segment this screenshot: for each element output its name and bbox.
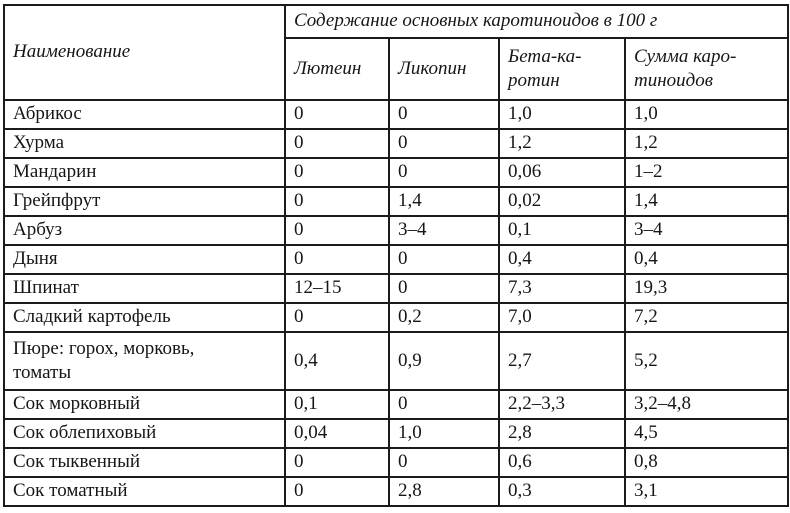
row-name: Грейпфрут [3,186,286,217]
table-row: Пюре: горох, морковь, томаты 0,4 0,9 2,7… [3,331,789,391]
column-header-lycopene: Ликопин [388,37,500,101]
cell-lycopene: 3–4 [388,215,500,246]
cell-lutein: 0 [284,128,390,159]
table-row: Сок томатный 0 2,8 0,3 3,1 [3,476,789,507]
table-row: Сок облепиховый 0,04 1,0 2,8 4,5 [3,418,789,449]
cell-lutein: 0 [284,244,390,275]
cell-lutein: 0 [284,302,390,333]
cell-beta-carotene: 7,3 [498,273,626,304]
carotenoid-content-table: Наименование Содержание основных каротин… [3,4,789,507]
cell-total: 19,3 [624,273,789,304]
cell-total: 3,1 [624,476,789,507]
cell-lycopene: 0,2 [388,302,500,333]
row-name: Шпинат [3,273,286,304]
cell-lutein: 0 [284,476,390,507]
cell-beta-carotene: 2,2–3,3 [498,389,626,420]
cell-lutein: 0,04 [284,418,390,449]
cell-lutein: 12–15 [284,273,390,304]
table-row: Арбуз 0 3–4 0,1 3–4 [3,215,789,246]
cell-beta-carotene: 1,0 [498,99,626,130]
cell-lycopene: 0 [388,244,500,275]
cell-lycopene: 0 [388,447,500,478]
cell-lycopene: 0 [388,99,500,130]
cell-lutein: 0 [284,186,390,217]
table-row: Сладкий картофель 0 0,2 7,0 7,2 [3,302,789,333]
cell-total: 3,2–4,8 [624,389,789,420]
cell-lycopene: 0 [388,157,500,188]
column-header-beta-carotene: Бета-ка- ротин [498,37,626,101]
cell-total: 5,2 [624,331,789,391]
column-header-total-carotenoids: Сумма каро- тиноидов [624,37,789,101]
cell-beta-carotene: 0,3 [498,476,626,507]
row-name: Сок облепиховый [3,418,286,449]
cell-total: 3–4 [624,215,789,246]
cell-lutein: 0,1 [284,389,390,420]
cell-lycopene: 0,9 [388,331,500,391]
cell-lycopene: 1,0 [388,418,500,449]
table-row: Грейпфрут 0 1,4 0,02 1,4 [3,186,789,217]
cell-lutein: 0 [284,157,390,188]
cell-total: 0,8 [624,447,789,478]
column-header-lutein: Лютеин [284,37,390,101]
cell-total: 4,5 [624,418,789,449]
cell-beta-carotene: 0,1 [498,215,626,246]
cell-beta-carotene: 2,7 [498,331,626,391]
group-header-carotenoids: Содержание основных каротиноидов в 100 г [284,4,789,39]
table-header-row-sub: Лютеин Ликопин Бета-ка- ротин Сумма каро… [4,37,789,101]
cell-beta-carotene: 0,02 [498,186,626,217]
row-name: Дыня [3,244,286,275]
row-name: Мандарин [3,157,286,188]
column-header-name: Наименование [3,4,286,101]
cell-lycopene: 0 [388,273,500,304]
cell-total: 1,2 [624,128,789,159]
cell-beta-carotene: 0,4 [498,244,626,275]
cell-beta-carotene: 1,2 [498,128,626,159]
row-name: Абрикос [3,99,286,130]
cell-lutein: 0 [284,99,390,130]
cell-total: 1,4 [624,186,789,217]
row-name: Сладкий картофель [3,302,286,333]
table-row: Шпинат 12–15 0 7,3 19,3 [3,273,789,304]
table-row: Мандарин 0 0 0,06 1–2 [3,157,789,188]
row-name: Арбуз [3,215,286,246]
cell-lycopene: 2,8 [388,476,500,507]
table-row: Абрикос 0 0 1,0 1,0 [3,99,789,130]
row-name: Сок тыквенный [3,447,286,478]
table-row: Дыня 0 0 0,4 0,4 [3,244,789,275]
cell-total: 1–2 [624,157,789,188]
row-name: Сок томатный [3,476,286,507]
cell-lutein: 0 [284,215,390,246]
table-header-row-group: Наименование Содержание основных каротин… [3,4,789,101]
table-row: Сок морковный 0,1 0 2,2–3,3 3,2–4,8 [3,389,789,420]
table-row: Сок тыквенный 0 0 0,6 0,8 [3,447,789,478]
cell-lutein: 0 [284,447,390,478]
cell-lycopene: 0 [388,128,500,159]
cell-lycopene: 0 [388,389,500,420]
cell-total: 0,4 [624,244,789,275]
table-row: Хурма 0 0 1,2 1,2 [3,128,789,159]
cell-total: 1,0 [624,99,789,130]
row-name: Пюре: горох, морковь, томаты [3,331,286,391]
cell-beta-carotene: 0,6 [498,447,626,478]
cell-beta-carotene: 7,0 [498,302,626,333]
cell-lutein: 0,4 [284,331,390,391]
cell-total: 7,2 [624,302,789,333]
row-name: Хурма [3,128,286,159]
cell-beta-carotene: 0,06 [498,157,626,188]
cell-lycopene: 1,4 [388,186,500,217]
cell-beta-carotene: 2,8 [498,418,626,449]
row-name: Сок морковный [3,389,286,420]
